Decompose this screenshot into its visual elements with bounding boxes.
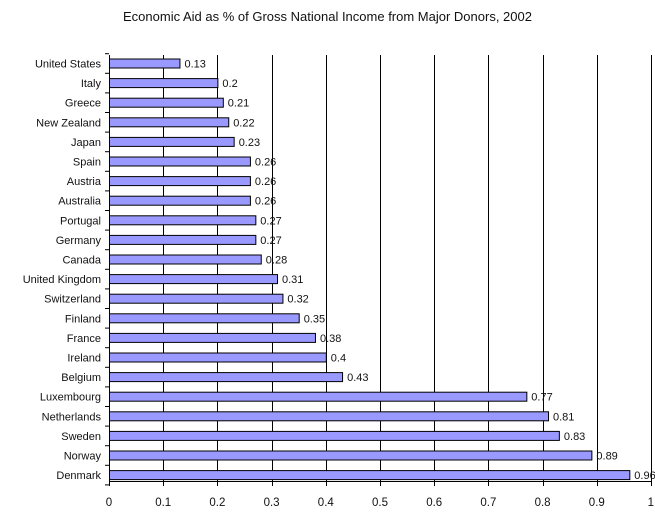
axes [105, 53, 652, 486]
value-label: 0.22 [233, 117, 254, 129]
value-label: 0.38 [320, 333, 341, 345]
x-tick-label: 1 [648, 497, 654, 509]
x-tick-label: 0.5 [372, 497, 388, 509]
value-label: 0.4 [331, 353, 346, 365]
x-tick-label: 0.4 [318, 497, 335, 509]
x-tick-label: 0.2 [209, 497, 225, 509]
category-label: Japan [71, 137, 101, 149]
bar-germany [109, 234, 257, 245]
x-tick-label: 0.9 [589, 497, 605, 509]
category-label: Denmark [56, 470, 101, 482]
x-tick-label: 0.8 [535, 497, 551, 509]
category-label: Greece [65, 98, 101, 110]
value-label: 0.26 [255, 157, 276, 169]
bar-finland [109, 313, 300, 324]
bar-canada [109, 254, 262, 265]
bar-japan [109, 136, 235, 147]
bar-austria [109, 176, 251, 187]
bars [109, 58, 631, 481]
bar-ireland [109, 352, 327, 363]
category-label: New Zealand [36, 117, 101, 129]
bar-switzerland [109, 293, 284, 304]
value-label: 0.28 [266, 255, 287, 267]
value-label: 0.23 [239, 137, 260, 149]
value-label: 0.32 [287, 294, 308, 306]
value-label: 0.26 [255, 196, 276, 208]
bar-netherlands [109, 411, 550, 422]
value-label: 0.2 [222, 78, 237, 90]
value-label: 0.83 [564, 431, 585, 443]
category-label: Belgium [61, 372, 101, 384]
bar-italy [109, 78, 219, 89]
category-label: Netherlands [42, 411, 102, 423]
value-label: 0.43 [347, 372, 368, 384]
category-label: Finland [65, 313, 101, 325]
bar-australia [109, 195, 251, 206]
category-label: Ireland [67, 353, 101, 365]
category-label: Canada [62, 255, 101, 267]
bar-sweden [109, 430, 560, 441]
value-label: 0.35 [304, 313, 325, 325]
category-label: France [67, 333, 101, 345]
bar-denmark [109, 470, 631, 481]
bar-new-zealand [109, 117, 230, 128]
category-label: Spain [73, 157, 101, 169]
bar-belgium [109, 372, 344, 383]
bar-united-states [109, 58, 181, 69]
x-tick-label: 0.1 [155, 497, 171, 509]
bar-spain [109, 156, 251, 167]
value-label: 0.27 [260, 215, 281, 227]
category-label: Portugal [60, 215, 101, 227]
value-label: 0.27 [260, 235, 281, 247]
chart-title: Economic Aid as % of Gross National Inco… [123, 9, 532, 24]
value-label: 0.81 [553, 411, 574, 423]
x-tick-label: 0.6 [426, 497, 442, 509]
x-tick-label: 0 [106, 497, 112, 509]
category-label: Germany [56, 235, 102, 247]
value-labels: 0.13 0.2 0.21 0.22 0.23 0.26 0.26 0.26 0.27 0.27 0… [185, 59, 655, 483]
x-tick-labels: 0 0.1 0.2 0.3 0.4 0.5 0.6 0.7 0.8 0.9 1 [106, 497, 654, 509]
category-label: United States [35, 59, 102, 71]
bar-greece [109, 97, 224, 108]
category-labels: United States Italy Greece New Zealand Japan… [23, 59, 102, 483]
x-tick-label: 0.3 [264, 497, 280, 509]
value-label: 0.77 [531, 392, 552, 404]
category-label: Sweden [61, 431, 101, 443]
value-label: 0.31 [282, 274, 303, 286]
category-label: Italy [81, 78, 102, 90]
category-label: Norway [64, 451, 102, 463]
x-tick-label: 0.7 [480, 497, 496, 509]
category-label: Australia [58, 196, 102, 208]
bar-portugal [109, 215, 257, 226]
value-label: 0.26 [255, 176, 276, 188]
gridlines [163, 55, 652, 481]
bar-luxembourg [109, 391, 528, 402]
bar-france [109, 332, 316, 343]
bar-norway [109, 450, 593, 461]
value-label: 0.96 [634, 470, 655, 482]
category-label: Switzerland [44, 294, 101, 306]
bar-united-kingdom [109, 274, 279, 285]
value-label: 0.13 [185, 59, 206, 71]
category-label: Luxembourg [40, 392, 101, 404]
category-label: United Kingdom [23, 274, 101, 286]
value-label: 0.89 [596, 451, 617, 463]
value-label: 0.21 [228, 98, 249, 110]
category-label: Austria [67, 176, 102, 188]
